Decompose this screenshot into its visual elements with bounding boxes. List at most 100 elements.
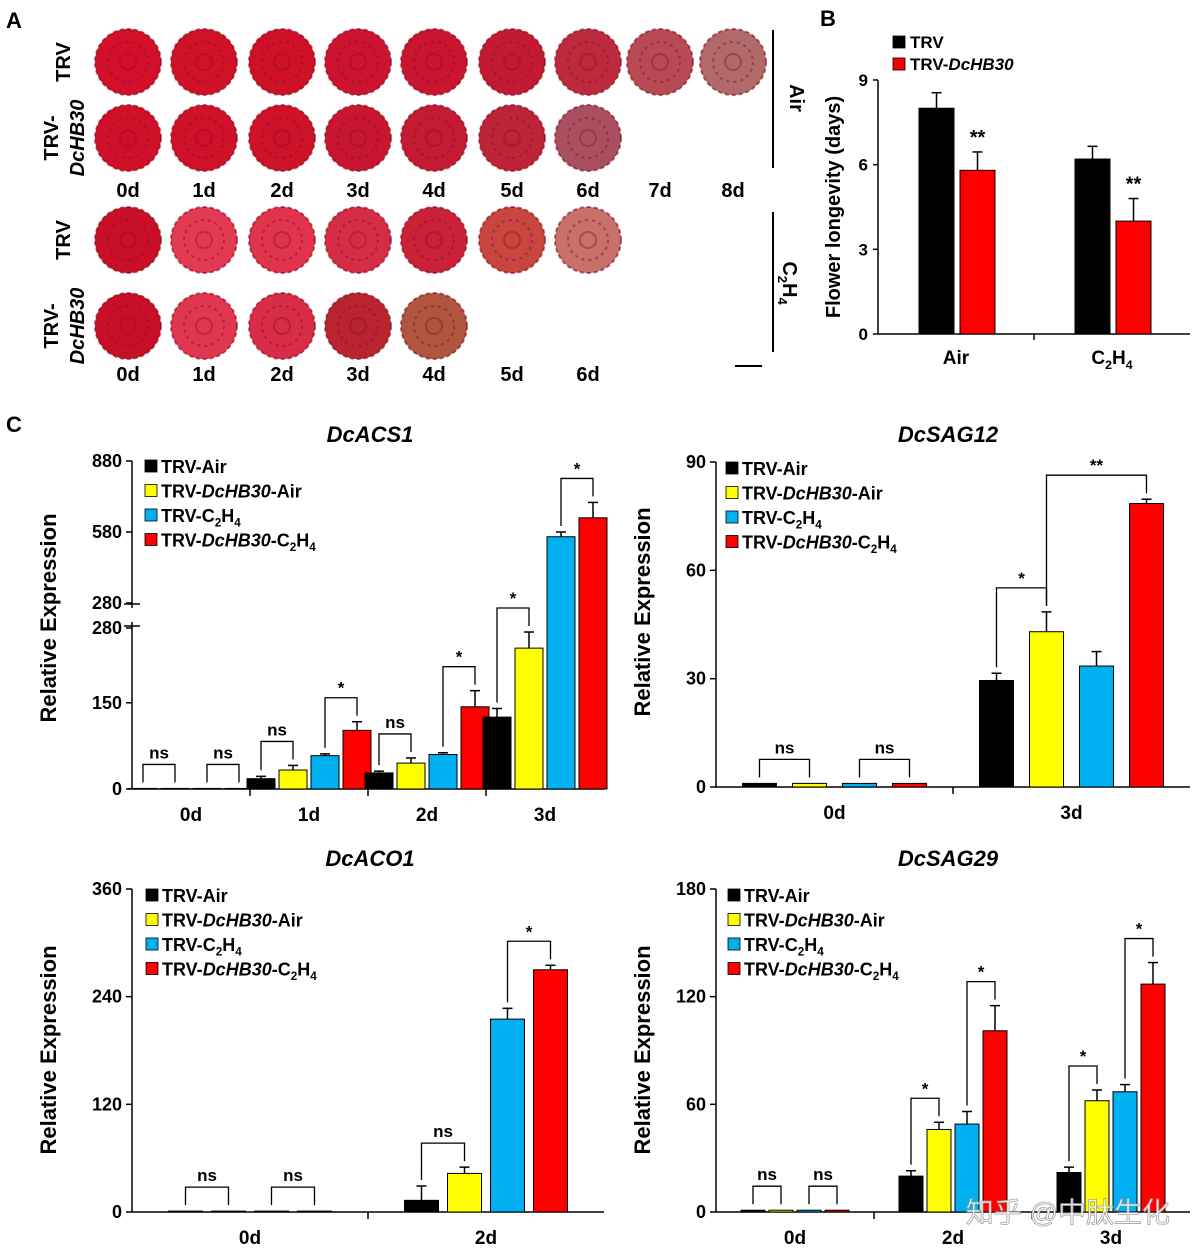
- y-axis-label: Flower longevity (days): [823, 96, 845, 318]
- y-axis-label: Relative Expression: [36, 945, 61, 1154]
- significance-label: **: [1126, 174, 1142, 196]
- legend-label: TRV-Air: [742, 459, 808, 479]
- significance-bracket: [378, 733, 412, 766]
- x-tick-label: 2d: [942, 1228, 964, 1249]
- significance-label: *: [1136, 920, 1143, 939]
- label-text-part: TRV-: [161, 506, 202, 526]
- label-chem-part: H: [296, 531, 309, 551]
- bar: [796, 1209, 822, 1213]
- flower-texture: [478, 28, 546, 96]
- legend-label: TRV-C2H4: [744, 935, 824, 959]
- label-gene-part: DcHB30: [948, 55, 1014, 74]
- label-text-part: TRV-: [910, 55, 948, 74]
- legend-swatch: [727, 888, 741, 902]
- legend-label: TRV-DcHB30-Air: [742, 484, 883, 504]
- significance-label: ns: [149, 743, 169, 762]
- flower-texture: [261, 117, 303, 159]
- label-text-part: -Air: [271, 482, 302, 502]
- bar: [160, 787, 190, 790]
- flower-texture: [170, 104, 238, 172]
- significance-label: ns: [385, 713, 405, 732]
- x-tick-label: C2H4: [1091, 348, 1132, 372]
- legend-swatch: [144, 508, 158, 522]
- flower-texture: [567, 219, 609, 261]
- legend-swatch: [725, 461, 739, 475]
- x-tick-label: 3d: [1060, 803, 1082, 824]
- flower-texture: [248, 292, 316, 360]
- day-label: 4d: [422, 364, 445, 386]
- x-tick-label: 1d: [298, 805, 320, 826]
- label-chem-sub: 4: [235, 946, 242, 959]
- label-text-part: TRV-Air: [161, 457, 227, 477]
- flower-photo: [171, 29, 237, 95]
- flower-texture: [337, 219, 379, 261]
- day-label: 8d: [721, 180, 744, 202]
- significance-label: *: [338, 679, 345, 698]
- flower-texture: [324, 292, 392, 360]
- significance-bracket: [506, 940, 552, 1003]
- label-chem-sub: 2: [290, 541, 297, 554]
- bar: [578, 517, 608, 790]
- legend-label: TRV-DcHB30-Air: [162, 911, 303, 931]
- significance-bracket: [858, 758, 911, 778]
- condition-label-ethylene: C2H4: [775, 261, 800, 305]
- significance-bracket: [910, 1097, 940, 1165]
- day-label: 0d: [116, 364, 139, 386]
- x-tick-label: 0d: [180, 805, 202, 826]
- legend-swatch: [892, 35, 906, 49]
- label-chem-part: C: [860, 960, 873, 980]
- bar: [898, 1175, 924, 1213]
- day-label: 3d: [346, 180, 369, 202]
- legend-label: TRV: [910, 33, 944, 52]
- label-text-part: TRV-: [742, 484, 783, 504]
- flower-texture: [261, 219, 303, 261]
- label-chem-sub: 2: [871, 543, 878, 556]
- label-gene-part: DcHB30: [783, 533, 852, 553]
- legend-swatch: [725, 535, 739, 548]
- label-text-part: -: [271, 531, 277, 551]
- significance-label: *: [456, 648, 463, 667]
- label-chem-part: H: [879, 960, 892, 980]
- day-label: 5d: [500, 364, 523, 386]
- flower-texture: [478, 206, 546, 274]
- label-chem-sub: 4: [817, 946, 824, 959]
- flower-photo: [325, 105, 391, 171]
- flower-texture: [119, 317, 137, 335]
- flower-texture: [195, 129, 213, 147]
- flower-texture: [579, 53, 597, 71]
- legend-swatch: [145, 913, 159, 926]
- panel-label-b: B: [820, 6, 836, 31]
- label-chem-part: H: [1112, 348, 1126, 369]
- flower-photo: [479, 29, 545, 95]
- significance-label: ns: [875, 738, 895, 757]
- bar: [168, 1210, 203, 1213]
- legend-label: TRV-Air: [162, 886, 228, 906]
- label-chem-sub: 2: [798, 946, 805, 959]
- label-text-part: -: [854, 960, 860, 980]
- significance-bracket: [752, 1185, 782, 1205]
- y-tick-label: 0: [112, 779, 122, 799]
- label-chem-part: H: [221, 506, 234, 526]
- legend-swatch: [145, 962, 159, 975]
- flower-texture: [94, 292, 162, 360]
- legend-label: TRV-Air: [744, 886, 810, 906]
- bar: [490, 1018, 525, 1213]
- day-label: 7d: [648, 180, 671, 202]
- legend-swatch: [725, 510, 739, 524]
- label-chem-part: H: [877, 533, 890, 553]
- legend-label: TRV-Air: [161, 457, 227, 477]
- bar: [792, 782, 827, 788]
- flower-texture: [170, 28, 238, 96]
- flower-texture: [94, 28, 162, 96]
- chart-title: DcACO1: [325, 846, 414, 871]
- y-tick-label: 30: [686, 669, 706, 689]
- significance-label: ns: [283, 1166, 303, 1185]
- flower-photo: [401, 293, 467, 359]
- flower-texture: [119, 129, 137, 147]
- flower-texture: [503, 129, 521, 147]
- flower-texture: [425, 53, 443, 71]
- flower-texture: [261, 41, 303, 83]
- bar: [959, 169, 996, 335]
- label-text-part: TRV-: [744, 911, 785, 931]
